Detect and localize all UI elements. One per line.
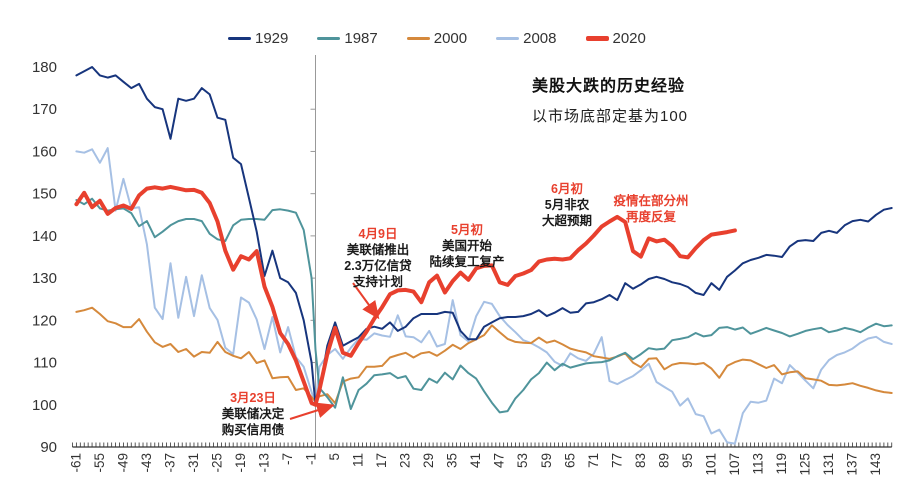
y-tick-label: 160: [32, 143, 57, 160]
x-tick-label: 83: [633, 453, 648, 468]
legend-line-swatch: [317, 37, 341, 40]
x-tick-label: 101: [703, 453, 718, 476]
annotation-line: 陆续复工复产: [429, 255, 505, 269]
x-tick-label: 65: [562, 453, 577, 468]
series-1987: [75, 197, 893, 414]
x-tick-label: 47: [492, 453, 507, 468]
legend-label: 1929: [255, 30, 289, 47]
legend-label: 2008: [523, 30, 557, 47]
y-tick-label: 170: [32, 101, 57, 118]
y-tick-label: 150: [32, 186, 57, 203]
legend-label: 2020: [612, 30, 646, 47]
y-tick-label: 130: [32, 270, 57, 287]
annotation-apr9: 4月9日美联储推出 2.3万亿信贷 支持计划: [344, 226, 411, 290]
y-tick-label: 110: [33, 355, 57, 372]
x-tick-label: -13: [257, 453, 272, 473]
legend-item-1987: 1987: [317, 30, 378, 47]
chart-subtitle: 以市场底部定基为100: [532, 108, 689, 125]
annotation-line: 购买信用债: [221, 423, 285, 437]
x-tick-label: -7: [280, 453, 295, 465]
annotation-line: 美国开始: [441, 239, 493, 253]
x-tick-label: 17: [374, 453, 389, 468]
x-tick-label: -43: [139, 453, 154, 473]
annotation-jun: 6月初 5月非农大超预期: [542, 181, 592, 229]
x-tick-label: 143: [868, 453, 883, 476]
x-tick-label: 131: [821, 453, 836, 476]
x-tick-label: 29: [421, 453, 436, 468]
legend-item-2008: 2008: [496, 30, 557, 47]
x-tick-label: 53: [515, 453, 530, 468]
legend-line-swatch: [228, 37, 251, 40]
annotation-line: 疫情在部分州: [613, 194, 689, 208]
legend-label: 1987: [344, 30, 378, 47]
annotation-line: 5月非农: [544, 198, 590, 212]
y-tick-label: 100: [32, 397, 57, 414]
annotation-line: 支持计划: [352, 275, 404, 289]
annotation-arrow-apr9: [352, 282, 380, 320]
annotation-line: 6月初: [551, 182, 583, 196]
chart-title: 美股大跌的历史经验: [532, 78, 686, 95]
x-tick-label: 113: [750, 453, 765, 475]
x-tick-label: 107: [727, 453, 742, 476]
series-2000: [75, 306, 893, 405]
annotation-may: 5月初美国开始陆续复工复产: [429, 222, 504, 270]
x-tick-label: 137: [845, 453, 860, 476]
x-tick-label: -37: [162, 453, 177, 473]
annotation-line: 美联储推出: [346, 243, 410, 257]
y-tick-label: 120: [32, 312, 57, 329]
annotation-arrow-mar23: [289, 402, 335, 420]
y-tick-label: 180: [32, 59, 57, 76]
x-tick-label: 77: [609, 453, 624, 468]
chart-title-block: 美股大跌的历史经验 以市场底部定基为100: [532, 72, 688, 126]
x-tick-label: 11: [351, 453, 366, 467]
x-tick-label: -19: [233, 453, 248, 473]
x-tick-label: 59: [539, 453, 554, 468]
annotation-line: 4月9日: [358, 227, 398, 241]
legend-line-swatch: [406, 37, 430, 40]
annotation-line: 5月初: [451, 223, 483, 237]
legend: 1929 1987 2000 2008 2020: [228, 30, 646, 47]
legend-item-2000: 2000: [406, 30, 468, 47]
x-tick-label: -61: [68, 453, 83, 473]
x-tick-label: -25: [210, 453, 225, 473]
x-tick-label: 23: [398, 453, 413, 468]
annotation-line: 3月23日: [230, 391, 276, 405]
x-tick-label: 125: [798, 453, 813, 476]
series-2020: [74, 184, 737, 407]
annotation-line: 再度反复: [625, 210, 677, 224]
annotation-resurge: 疫情在部分州 再度反复: [613, 193, 688, 225]
annotation-line: 2.3万亿信贷: [344, 259, 412, 273]
y-tick-label: 90: [40, 439, 57, 456]
x-tick-label: 41: [468, 453, 483, 468]
x-tick-label: -31: [186, 453, 201, 473]
x-tick-label: -1: [304, 453, 319, 465]
annotation-mar23: 3月23日美联储决定购买信用债: [222, 390, 285, 438]
x-tick-label: 5: [327, 453, 342, 461]
x-tick-label: -49: [115, 453, 130, 473]
x-tick-label: 35: [445, 453, 460, 468]
legend-label: 2000: [433, 30, 468, 47]
series-2008: [75, 147, 893, 445]
annotation-line: 大超预期: [541, 214, 593, 228]
x-tick-label: 89: [656, 453, 671, 468]
legend-line-swatch: [496, 37, 520, 40]
x-tick-label: -55: [92, 453, 107, 473]
x-tick-label: 119: [774, 453, 789, 475]
legend-line-swatch: [585, 36, 609, 41]
y-tick-label: 140: [32, 228, 57, 245]
legend-item-1929: 1929: [228, 30, 288, 47]
series-1929: [75, 66, 893, 406]
x-tick-label: 95: [680, 453, 695, 468]
legend-item-2020: 2020: [585, 30, 646, 47]
x-tick-label: 71: [586, 453, 601, 468]
annotation-line: 美联储决定: [221, 407, 285, 421]
